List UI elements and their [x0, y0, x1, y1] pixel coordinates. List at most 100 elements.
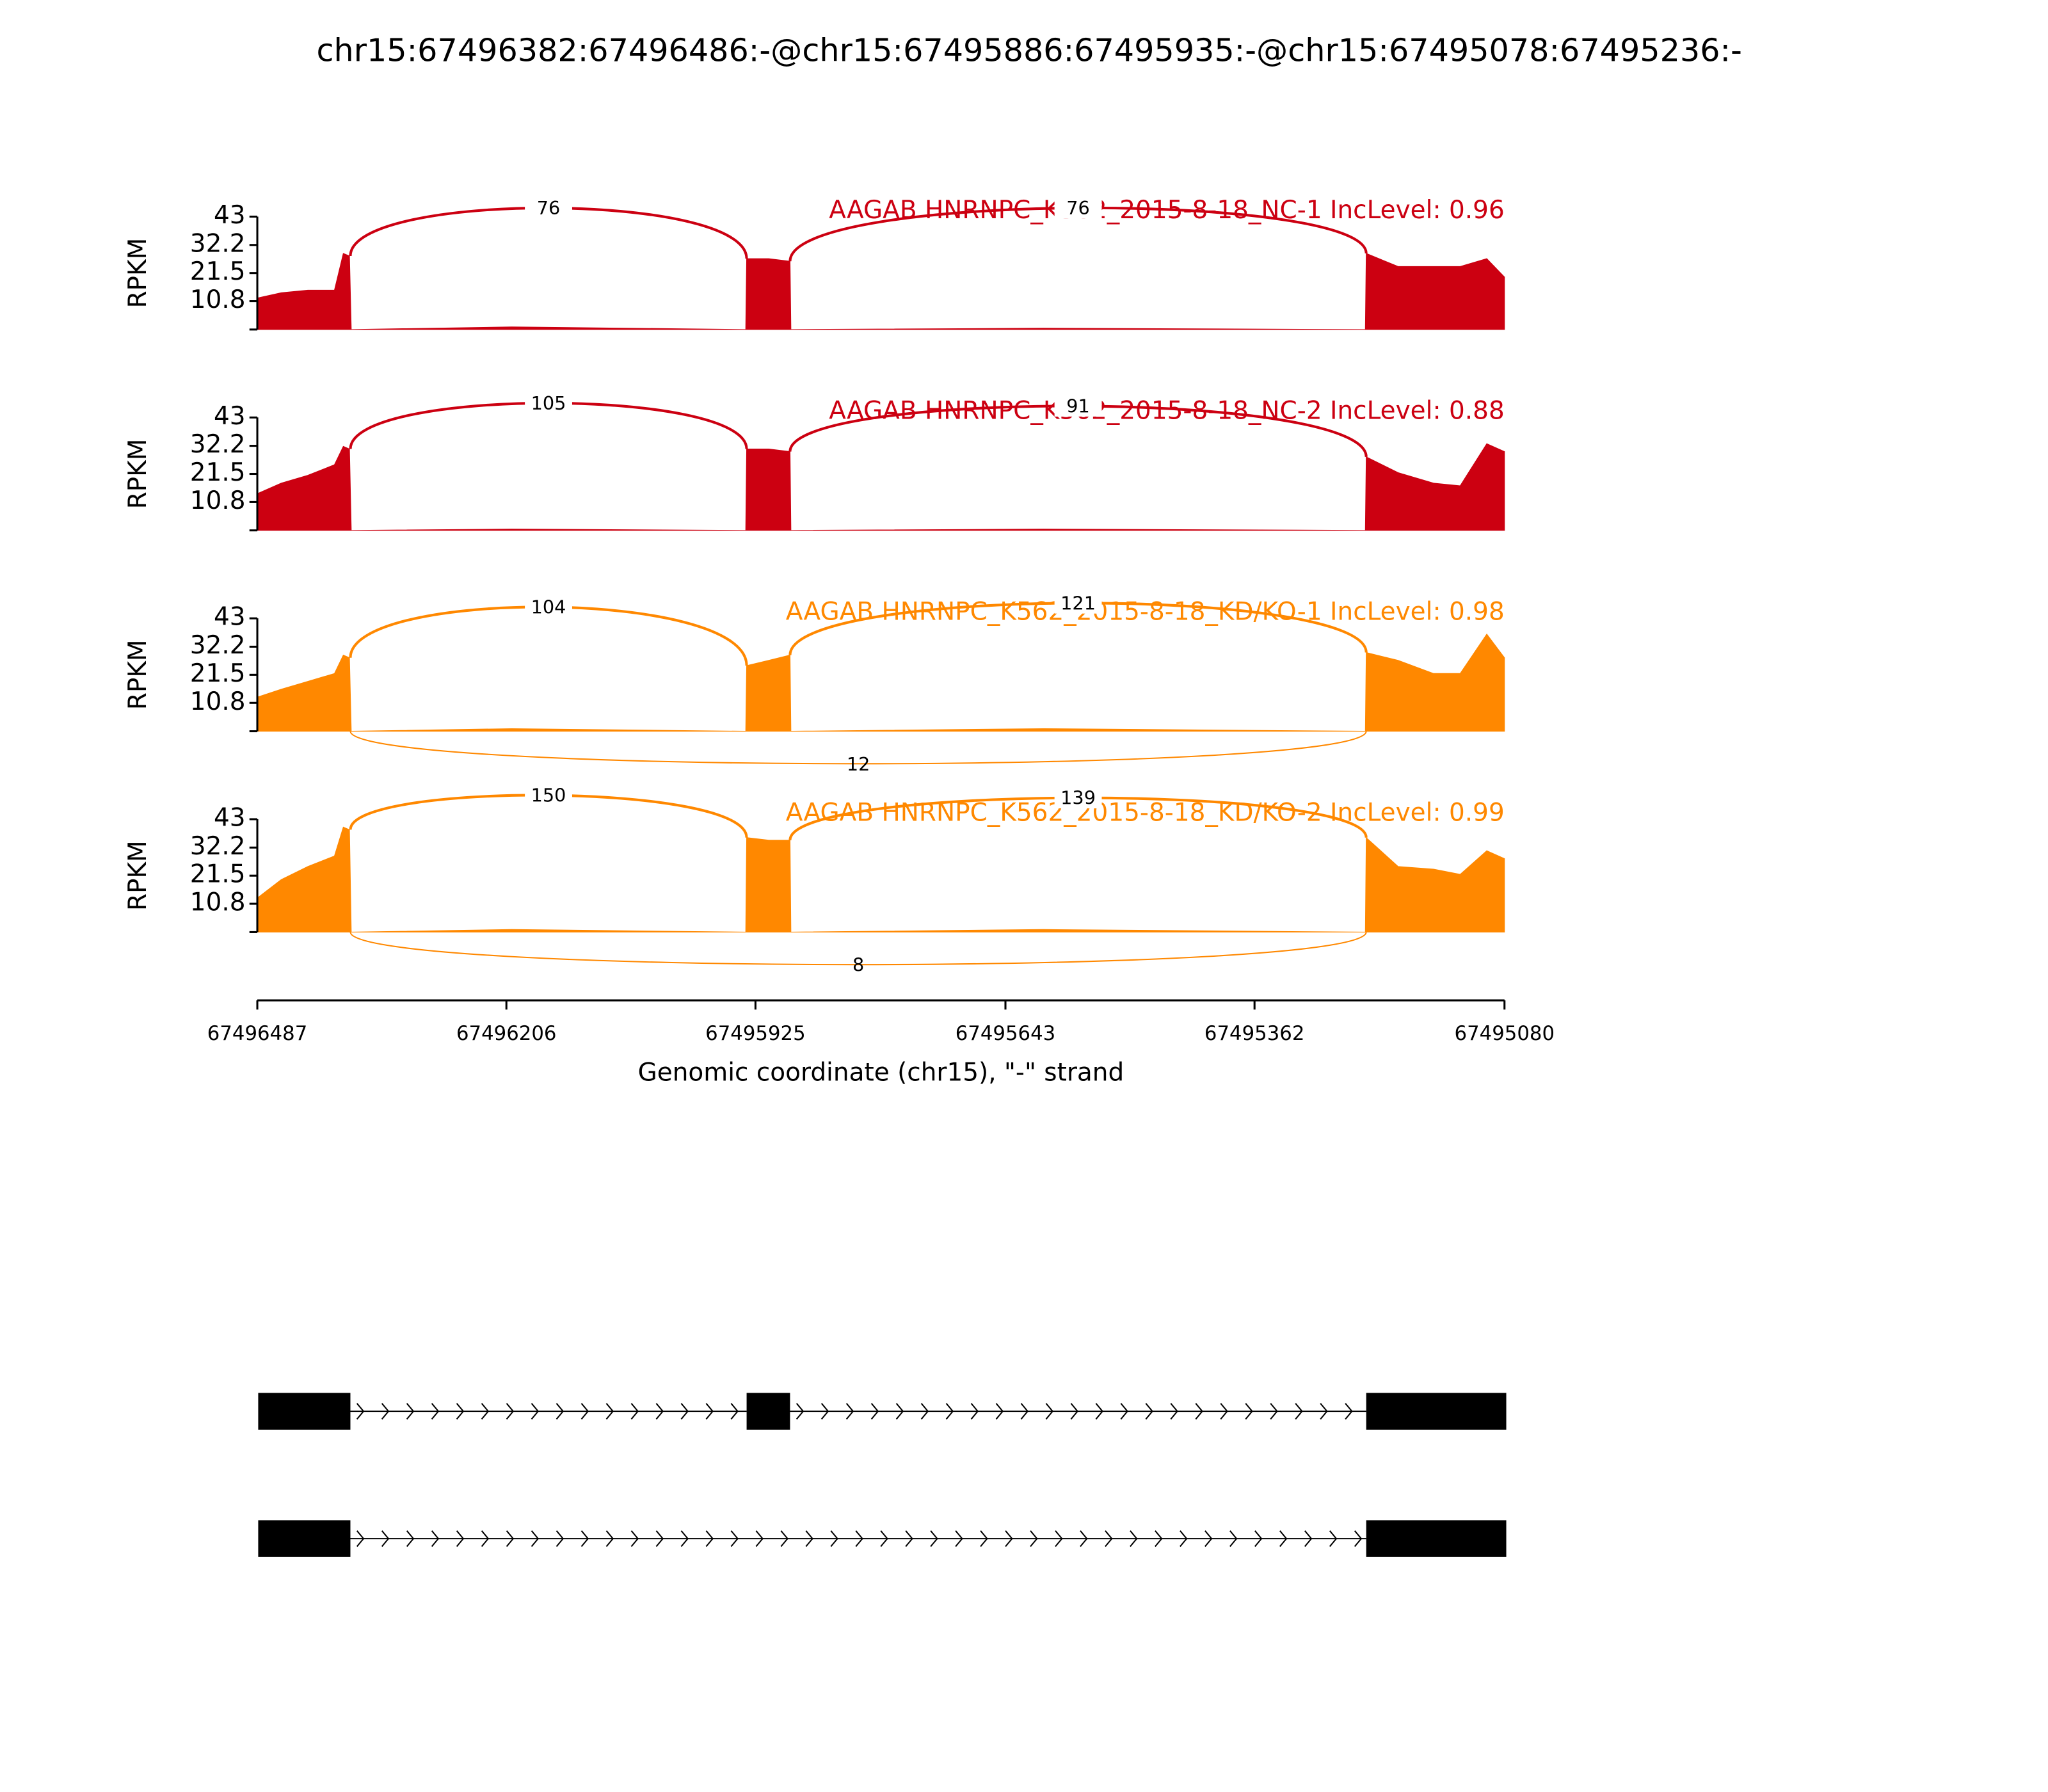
- intron-chevron: [930, 1530, 938, 1548]
- y-tick-label: 43: [214, 201, 246, 230]
- intron-chevron: [855, 1530, 863, 1548]
- intron-chevron: [431, 1530, 440, 1548]
- intron-chevron: [1105, 1530, 1113, 1548]
- intron-chevron: [1270, 1403, 1278, 1420]
- intron-chevron: [655, 1530, 664, 1548]
- intron-chevron: [1304, 1530, 1313, 1548]
- intron-chevron: [630, 1403, 639, 1420]
- intron-chevron: [356, 1530, 365, 1548]
- panel-title: AAGAB HNRNPC_K562_2015-8-18_KD/KO-2 IncL…: [786, 798, 1505, 827]
- intron-chevron: [605, 1403, 614, 1420]
- intron-chevron: [1354, 1530, 1363, 1548]
- intron-chevron: [506, 1403, 515, 1420]
- y-tick-label: 10.8: [190, 285, 246, 314]
- y-tick-label: 21.5: [190, 860, 246, 889]
- intron-chevron: [955, 1530, 963, 1548]
- intron-chevron: [705, 1403, 714, 1420]
- intron-chevron: [1145, 1403, 1153, 1420]
- intron-chevron: [481, 1403, 490, 1420]
- intron-chevron: [456, 1530, 465, 1548]
- y-tick-label: 32.2: [190, 229, 246, 258]
- intron-chevron: [905, 1530, 913, 1548]
- intron-chevron: [945, 1403, 954, 1420]
- y-tick-label: 21.5: [190, 458, 246, 487]
- junction-label-bg: [1054, 592, 1102, 614]
- intron-chevron: [630, 1530, 639, 1548]
- junction-label: 150: [531, 785, 566, 806]
- intron-chevron: [995, 1403, 1004, 1420]
- intron-chevron: [381, 1403, 390, 1420]
- x-tick-label: 67495925: [705, 1022, 806, 1045]
- junction-label: 76: [537, 197, 561, 219]
- intron-chevron: [1229, 1530, 1238, 1548]
- intron-chevron: [805, 1530, 813, 1548]
- junction-label: 8: [852, 954, 864, 976]
- intron-chevron: [880, 1530, 888, 1548]
- intron-chevron: [796, 1403, 804, 1420]
- intron-chevron: [680, 1403, 689, 1420]
- x-tick-label: 67495362: [1204, 1022, 1305, 1045]
- exon: [1366, 1393, 1507, 1430]
- intron-chevron: [1045, 1403, 1054, 1420]
- junction-label-bg: [525, 785, 572, 806]
- y-tick-label: 10.8: [190, 888, 246, 917]
- intron-chevron: [580, 1530, 589, 1548]
- intron-chevron: [1295, 1403, 1303, 1420]
- intron-chevron: [556, 1403, 564, 1420]
- intron-chevron: [1095, 1403, 1103, 1420]
- y-tick-label: 32.2: [190, 631, 246, 660]
- intron-chevron: [1204, 1530, 1213, 1548]
- y-tick-label: 32.2: [190, 430, 246, 459]
- intron-chevron: [1279, 1530, 1288, 1548]
- intron-chevron: [1170, 1403, 1178, 1420]
- intron-chevron: [1055, 1530, 1063, 1548]
- intron-chevron: [506, 1530, 515, 1548]
- y-tick-label: 43: [214, 603, 246, 632]
- intron-chevron: [820, 1403, 829, 1420]
- exon: [258, 1393, 351, 1430]
- intron-chevron: [970, 1403, 979, 1420]
- exon: [746, 1393, 790, 1430]
- y-tick-label: 10.8: [190, 687, 246, 716]
- junction-label-bg: [1054, 787, 1102, 809]
- intron-chevron: [556, 1530, 564, 1548]
- intron-chevron: [1220, 1403, 1228, 1420]
- intron-chevron: [780, 1530, 788, 1548]
- junction-label: 76: [1066, 197, 1090, 219]
- coverage-area: [257, 826, 1505, 932]
- coverage-area: [257, 443, 1505, 531]
- intron-chevron: [980, 1530, 988, 1548]
- intron-chevron: [1070, 1403, 1079, 1420]
- junction-label-bg: [525, 197, 572, 219]
- junction-label: 12: [847, 753, 870, 775]
- intron-chevron: [870, 1403, 879, 1420]
- intron-chevron: [1005, 1530, 1013, 1548]
- intron-chevron: [1120, 1403, 1128, 1420]
- chart-title: chr15:67496382:67496486:-@chr15:67495886…: [316, 32, 1741, 69]
- intron-chevron: [895, 1403, 904, 1420]
- intron-chevron: [481, 1530, 490, 1548]
- intron-chevron: [406, 1403, 415, 1420]
- y-axis-label: RPKM: [124, 238, 152, 308]
- intron-chevron: [1080, 1530, 1088, 1548]
- intron-chevron: [920, 1403, 929, 1420]
- y-tick-label: 21.5: [190, 257, 246, 286]
- coverage-area: [257, 633, 1505, 732]
- y-tick-label: 43: [214, 402, 246, 431]
- intron-chevron: [1130, 1530, 1138, 1548]
- intron-chevron: [1195, 1403, 1203, 1420]
- x-axis-label: Genomic coordinate (chr15), "-" strand: [638, 1058, 1124, 1087]
- junction-label: 105: [531, 392, 566, 414]
- intron-chevron: [1329, 1530, 1338, 1548]
- x-tick-label: 67495643: [956, 1022, 1056, 1045]
- intron-chevron: [1155, 1530, 1163, 1548]
- y-tick-label: 21.5: [190, 659, 246, 688]
- intron-chevron: [456, 1403, 465, 1420]
- intron-chevron: [531, 1403, 540, 1420]
- intron-chevron: [1030, 1530, 1038, 1548]
- exon: [258, 1520, 351, 1557]
- x-tick-label: 67495080: [1455, 1022, 1555, 1045]
- intron-chevron: [705, 1530, 714, 1548]
